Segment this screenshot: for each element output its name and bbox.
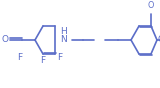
Text: F: F xyxy=(57,53,62,62)
Text: O: O xyxy=(1,34,8,43)
Text: OH: OH xyxy=(158,35,160,45)
Text: F: F xyxy=(40,56,46,65)
Text: N: N xyxy=(60,34,67,43)
Text: F: F xyxy=(17,53,22,62)
Text: H: H xyxy=(60,26,67,35)
Text: O: O xyxy=(148,1,154,10)
